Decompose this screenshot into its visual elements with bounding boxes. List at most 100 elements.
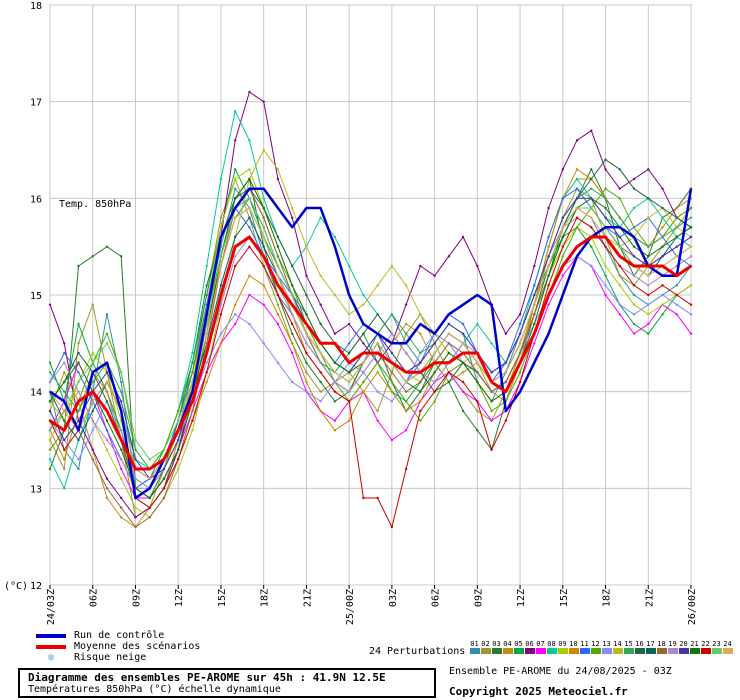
perturbation-point — [333, 400, 337, 403]
perturbation-point — [134, 448, 137, 451]
perturbation-point — [590, 216, 593, 219]
perturbation-point — [362, 380, 365, 384]
perturbation-point — [547, 245, 550, 248]
perturbation-point — [689, 303, 693, 306]
perturbation-point — [590, 177, 593, 181]
perturbation-point — [632, 255, 636, 258]
perturbation-point — [120, 429, 123, 432]
perturbation-point — [661, 313, 664, 316]
perturbation-point — [533, 264, 536, 268]
perturbation-point — [319, 380, 322, 384]
perturbation-point — [419, 380, 422, 384]
perturbation-point — [390, 351, 394, 355]
perturbation-point — [233, 177, 237, 181]
perturbation-point — [205, 342, 208, 345]
perturbation-point — [404, 400, 408, 403]
perturbation-point — [533, 313, 536, 316]
perturbation-point — [233, 255, 237, 258]
perturbation-point — [618, 274, 621, 277]
perturbation-point — [319, 371, 322, 374]
perturbation-point — [433, 274, 436, 277]
perturbation-point — [333, 419, 337, 422]
perturbation-point — [404, 284, 408, 287]
perturbation-legend-swatch — [469, 648, 480, 654]
perturbation-point — [276, 255, 280, 258]
perturbation-point — [305, 351, 308, 355]
title-box: Diagramme des ensembles PE-AROME sur 45h… — [18, 668, 436, 698]
perturbation-point — [461, 361, 465, 364]
perturbation-point — [647, 284, 650, 287]
perturbation-point — [134, 477, 137, 480]
perturbation-point — [105, 477, 109, 480]
x-tick-label: 18Z — [260, 589, 271, 607]
perturbation-point — [63, 419, 66, 422]
perturbation-point — [647, 197, 650, 200]
chart-subtitle: Températures 850hPa (°C) échelle dynamiq… — [28, 684, 281, 695]
perturbation-legend-swatch — [645, 648, 656, 654]
perturbation-point — [561, 226, 564, 229]
perturbation-point — [105, 487, 109, 490]
perturbation-legend-swatch — [689, 648, 700, 654]
perturbation-point — [290, 216, 294, 219]
perturbation-point — [262, 235, 265, 239]
perturbation-point — [48, 409, 52, 413]
perturbation-point — [91, 380, 94, 384]
perturbation-point — [191, 419, 194, 422]
perturbation-point — [447, 371, 451, 374]
y-tick-label: 15 — [30, 291, 42, 302]
legend-mean: Moyenne des scénarios — [36, 641, 200, 652]
perturbation-point — [647, 322, 650, 326]
perturbation-legend-swatch — [601, 648, 612, 654]
perturbation-point — [604, 245, 607, 248]
perturbation-point — [333, 332, 337, 335]
perturbation-legend-number: 16 — [635, 640, 644, 648]
perturbation-point — [647, 313, 650, 316]
perturbation-point — [604, 216, 607, 219]
perturbation-point — [162, 467, 166, 471]
perturbation-point — [504, 380, 508, 384]
perturbation-legend-item: 21 — [689, 640, 700, 654]
perturbation-legend-number: 22 — [701, 640, 710, 648]
series-layer — [48, 90, 693, 529]
perturbation-point — [675, 206, 678, 210]
perturbation-point — [177, 438, 180, 442]
perturbation-point — [333, 371, 337, 374]
perturbation-point — [262, 245, 265, 248]
perturbation-point — [63, 390, 66, 393]
perturbation-point — [177, 458, 180, 461]
perturbation-point — [575, 187, 579, 190]
perturbation-point — [333, 361, 337, 364]
perturbation-point — [219, 332, 223, 335]
perturbation-point — [476, 264, 479, 268]
perturbation-point — [547, 274, 550, 277]
perturbation-point — [404, 467, 408, 471]
perturbation-legend-number: 06 — [525, 640, 534, 648]
perturbation-point — [63, 487, 66, 490]
perturbation-point — [376, 342, 379, 345]
perturbation-point — [276, 303, 280, 306]
perturbation-point — [248, 226, 251, 229]
perturbation-point — [276, 322, 280, 326]
perturbation-point — [276, 361, 280, 364]
perturbation-point — [63, 467, 66, 471]
perturbation-point — [675, 216, 678, 219]
perturbation-point — [219, 177, 223, 181]
perturbation-point — [689, 332, 693, 335]
inset-label: Temp. 850hPa — [59, 199, 131, 210]
control-swatch — [36, 633, 66, 638]
perturbation-point — [48, 400, 52, 403]
perturbation-point — [319, 274, 322, 277]
perturbation-point — [618, 264, 621, 268]
perturbation-point — [561, 197, 564, 200]
perturbation-point — [248, 245, 251, 248]
perturbation-point — [390, 313, 394, 316]
perturbation-point — [105, 332, 109, 335]
perturbation-point — [476, 409, 479, 413]
perturbation-point — [390, 390, 394, 393]
perturbation-point — [205, 284, 208, 287]
perturbation-point — [148, 458, 151, 461]
y-tick-label: 14 — [30, 388, 42, 399]
perturbation-point — [661, 216, 664, 219]
perturbation-point — [205, 293, 208, 297]
perturbation-point — [689, 255, 693, 258]
